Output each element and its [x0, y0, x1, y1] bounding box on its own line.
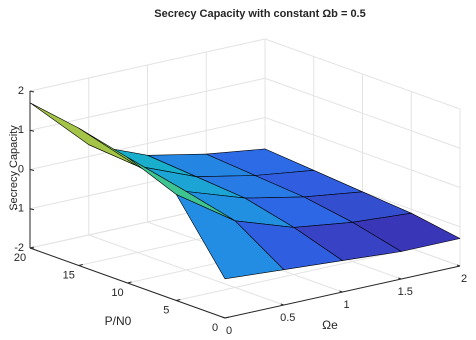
x-tick	[398, 277, 402, 280]
x-tick-label: 0	[226, 325, 232, 337]
z-tick-label: 2	[18, 85, 24, 97]
z-tick-label: 1	[18, 124, 24, 136]
grid-line	[264, 77, 461, 149]
x-tick	[221, 316, 226, 319]
z-tick-label: -1	[14, 203, 24, 215]
y-tick-label: 10	[111, 287, 123, 299]
y-tick-label: 0	[212, 322, 218, 334]
x-tick	[456, 264, 461, 267]
y-tick-label: 20	[14, 252, 26, 264]
surface-patch	[29, 102, 138, 167]
z-tick	[29, 129, 35, 132]
grid-line	[176, 248, 412, 301]
y-tick	[78, 264, 83, 266]
x-tick	[280, 303, 284, 306]
x-tick-label: 2	[461, 273, 467, 285]
z-tick	[29, 90, 35, 93]
grid-line	[29, 77, 266, 131]
chart-title: Secrecy Capacity with constant Ωb = 0.5	[154, 8, 365, 20]
z-axis-label: Secrecy Capacity	[8, 125, 20, 211]
y-tick-label: 5	[163, 304, 169, 316]
z-tick-label: -2	[14, 242, 24, 254]
grid-line	[29, 38, 266, 92]
z-tick	[29, 169, 35, 171]
x-tick-label: 1.5	[398, 286, 413, 298]
y-tick	[224, 316, 230, 319]
z-tick	[29, 208, 35, 211]
grid-line	[264, 117, 461, 188]
y-tick	[127, 281, 132, 284]
z-tick-label: 0	[18, 163, 24, 175]
y-axis-label: P/N0	[105, 314, 132, 328]
x-tick-label: 0.5	[280, 312, 295, 324]
grid-line	[29, 117, 266, 170]
z-tick	[29, 247, 35, 250]
grid-line	[264, 38, 461, 110]
x-axis-label: Ωe	[322, 318, 338, 332]
y-tick-label: 15	[63, 269, 75, 281]
surface-patch	[176, 194, 285, 280]
x-tick-label: 1	[343, 299, 349, 311]
y-tick	[176, 299, 181, 301]
x-tick	[339, 290, 343, 293]
